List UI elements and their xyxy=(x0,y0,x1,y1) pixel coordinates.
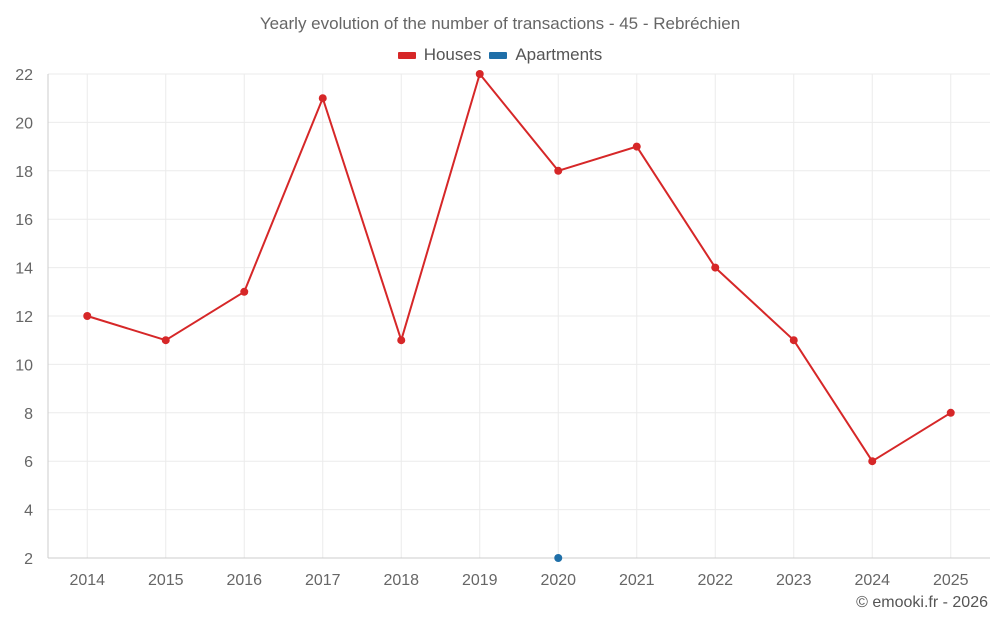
legend-item-apartments[interactable]: Apartments xyxy=(489,45,602,65)
series-line-houses xyxy=(86,73,952,463)
x-tick-label: 2014 xyxy=(69,572,105,589)
x-tick-label: 2024 xyxy=(854,572,890,589)
x-tick-label: 2025 xyxy=(933,572,969,589)
y-tick-label: 16 xyxy=(15,212,33,229)
y-tick-label: 12 xyxy=(15,309,33,326)
data-point-houses xyxy=(632,142,641,151)
x-tick-label: 2015 xyxy=(148,572,184,589)
legend-swatch-apartments xyxy=(489,51,508,59)
data-point-houses xyxy=(711,263,720,272)
y-tick-label: 14 xyxy=(15,261,33,278)
x-tick-label: 2020 xyxy=(540,572,576,589)
x-tick-label: 2022 xyxy=(697,572,733,589)
data-point-houses xyxy=(789,336,798,345)
legend: Houses Apartments xyxy=(0,45,1000,65)
data-point-houses xyxy=(83,312,92,320)
x-tick-label: 2019 xyxy=(462,572,498,589)
chart-title: Yearly evolution of the number of transa… xyxy=(259,14,741,33)
legend-label-apartments: Apartments xyxy=(515,45,603,64)
y-tick-label: 4 xyxy=(24,503,33,520)
data-point-houses xyxy=(946,408,955,417)
data-point-houses xyxy=(868,457,877,466)
y-tick-label: 20 xyxy=(15,115,33,132)
y-tick-label: 2 xyxy=(24,551,33,568)
legend-label-houses: Houses xyxy=(423,45,482,64)
data-point-houses xyxy=(240,287,249,296)
y-tick-label: 10 xyxy=(15,357,33,374)
y-tick-label: 8 xyxy=(24,406,33,423)
x-tick-label: 2021 xyxy=(619,572,655,589)
y-tick-label: 22 xyxy=(15,67,33,84)
x-tick-label: 2016 xyxy=(226,572,262,589)
data-point-houses xyxy=(554,166,563,175)
legend-item-houses[interactable]: Houses xyxy=(397,45,482,65)
data-point-houses xyxy=(318,94,327,103)
data-point-houses xyxy=(475,70,484,78)
y-tick-label: 6 xyxy=(24,454,33,471)
x-tick-label: 2023 xyxy=(776,572,812,589)
data-point-houses xyxy=(161,336,170,345)
x-tick-label: 2017 xyxy=(305,572,341,589)
x-tick-label: 2018 xyxy=(383,572,419,589)
y-tick-label: 18 xyxy=(15,164,33,181)
data-point-houses xyxy=(397,336,406,345)
credit-text: © emooki.fr - 2026 xyxy=(856,594,988,611)
legend-swatch-houses xyxy=(397,51,416,59)
data-point-apartments xyxy=(554,554,563,562)
